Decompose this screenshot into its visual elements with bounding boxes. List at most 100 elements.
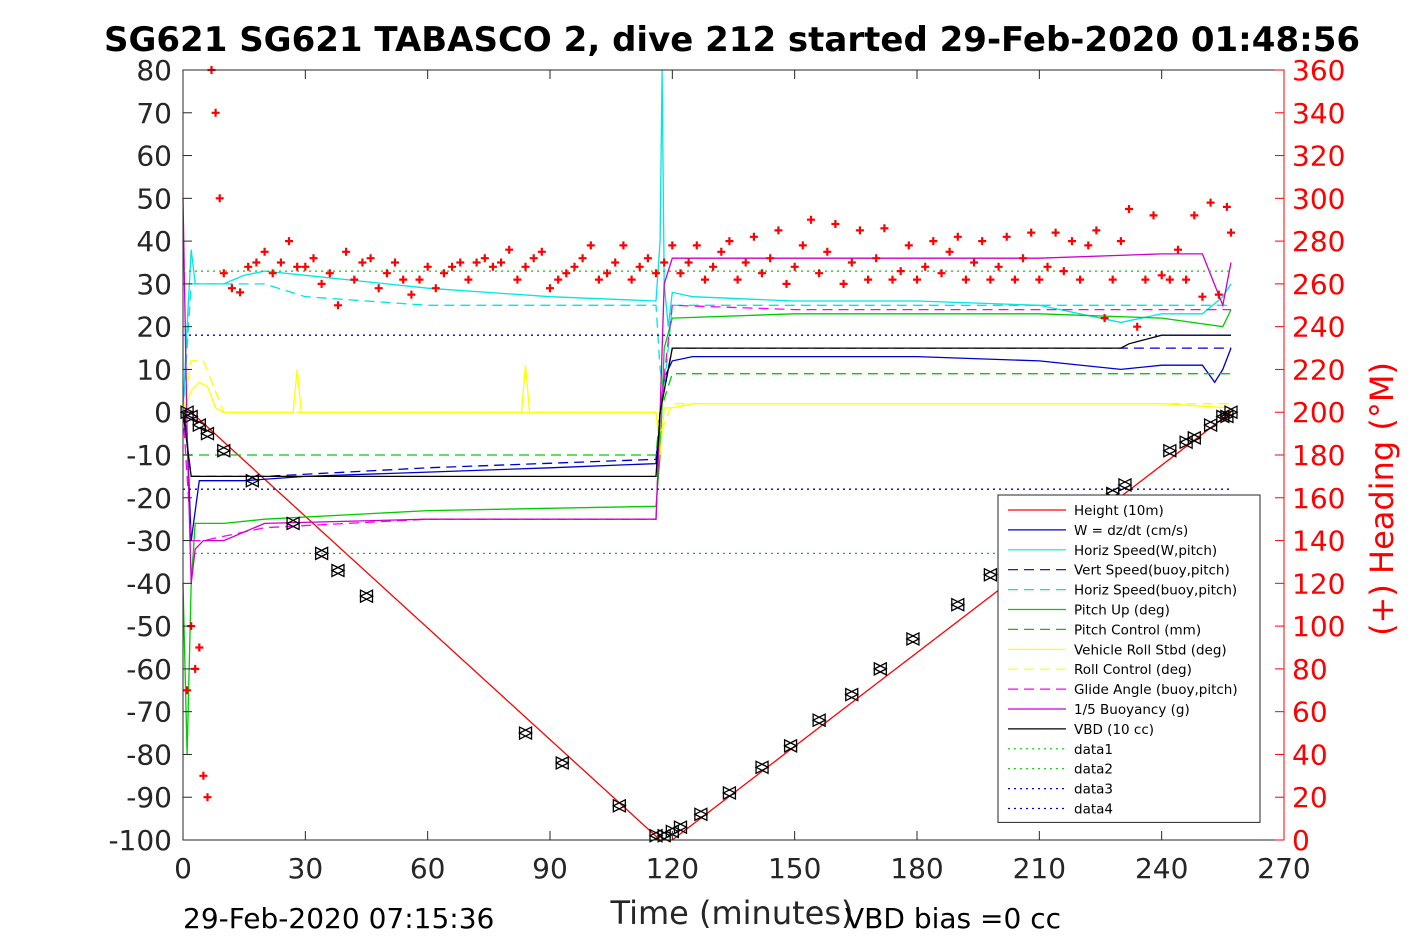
heading-point [1043,262,1052,271]
heading-point [513,275,522,284]
heading-point [203,793,212,802]
heading-point [260,247,269,256]
heading-point [1157,271,1166,280]
right-tick-label: 260 [1292,268,1345,301]
heading-point [244,262,253,271]
right-tick-label: 200 [1292,396,1345,429]
x-tick-label: 270 [1257,852,1310,885]
right-tick-label: 140 [1292,525,1345,558]
heading-point [684,258,693,267]
heading-point [1182,275,1191,284]
height-sample-marker [183,409,199,424]
y-tick-label: 80 [136,54,172,87]
height-sample-marker [518,726,533,741]
height-sample-marker [285,516,301,531]
heading-point [236,288,245,297]
heading-point [1092,226,1101,235]
heading-point [586,241,595,250]
heading-point [505,245,514,254]
heading-point [741,258,750,267]
heading-point [399,275,408,284]
heading-point [1227,228,1235,237]
height-sample-marker [982,567,998,582]
heading-point [913,275,921,284]
heading-point [382,269,391,278]
right-tick-label: 40 [1292,738,1328,771]
right-tick-label: 320 [1292,140,1345,173]
heading-point [342,247,351,256]
right-tick-label: 60 [1292,696,1328,729]
y-tick-label: 50 [136,182,172,215]
heading-point [448,262,457,271]
heading-point [660,258,669,267]
heading-point [195,643,204,652]
y-tick-label: 40 [136,225,172,258]
heading-point [807,215,815,224]
heading-point [464,275,473,284]
x-tick-label: 210 [1013,852,1066,885]
right-tick-label: 180 [1292,439,1345,472]
heading-point [1198,292,1207,301]
y-tick-label: -60 [126,653,172,686]
legend-entry-label: Pitch Up (deg) [1074,603,1170,619]
heading-point [880,224,889,233]
right-tick-label: 360 [1292,54,1345,87]
heading-point [578,254,587,263]
heading-point [391,258,399,267]
y-tick-label: -90 [126,781,172,814]
heading-point [285,237,293,246]
heading-point [301,262,310,271]
heading-point [1108,275,1117,284]
heading-point [1149,211,1158,220]
x-axis-label: Time (minutes) [610,894,854,932]
heading-point [594,275,603,284]
heading-point [847,258,856,267]
heading-point [440,269,448,278]
right-tick-label: 280 [1292,225,1345,258]
heading-point [1068,237,1076,246]
legend-entry-label: Vert Speed(buoy,pitch) [1074,563,1230,579]
heading-point [766,254,775,263]
y-tick-label: 0 [154,396,172,429]
heading-point [1002,232,1011,241]
legend-entry-label: Roll Control (deg) [1074,662,1192,678]
heading-point [423,262,432,271]
heading-point [191,664,200,673]
heading-point [570,262,579,271]
heading-markers [183,66,1235,802]
legend-entry-label: Pitch Control (mm) [1074,622,1201,638]
y-tick-label: -10 [126,439,172,472]
right-tick-label: 120 [1292,567,1345,600]
heading-point [268,269,277,278]
y-tick-label: 10 [136,353,172,386]
x-tick-label: 30 [288,852,324,885]
heading-point [1084,241,1093,250]
heading-point [431,284,440,293]
y-tick-label: -80 [126,738,172,771]
height-sample-marker [1203,418,1219,433]
y-tick-label: -70 [126,696,172,729]
heading-point [554,275,563,284]
legend-entry-label: data3 [1074,782,1113,798]
heading-point [1059,267,1068,276]
height-sample-marker [191,418,207,433]
heading-point [1222,202,1231,211]
y-tick-label: -40 [126,567,172,600]
heading-point [611,258,620,267]
heading-point [978,237,987,246]
heading-point [1174,245,1182,254]
x-tick-label: 150 [768,852,821,885]
heading-point [603,269,612,278]
height-sample-marker [244,473,260,488]
heading-point [709,262,718,271]
heading-point [1010,275,1019,284]
right-tick-label: 240 [1292,311,1345,344]
height-sample-marker [1117,477,1133,492]
height-sample-marker [554,755,570,771]
series-group [182,69,1232,841]
heading-point [921,262,930,271]
y-tick-label: -100 [108,824,172,857]
height-sample-marker [1162,443,1178,458]
heading-point [252,258,261,267]
